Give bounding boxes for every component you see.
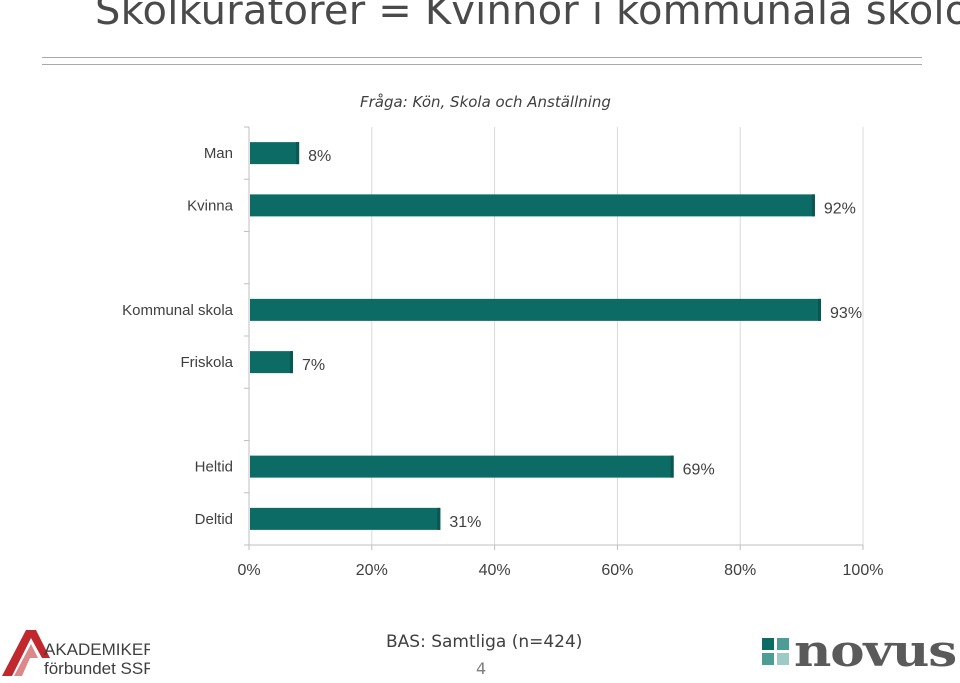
data-label: 7% [302, 357, 325, 374]
category-label: Friskola [180, 354, 233, 371]
data-label: 31% [449, 514, 481, 531]
logo-left-line1: AKADEMIKER [44, 640, 150, 659]
page-title: Skolkuratorer = Kvinnor i kommunala skol… [95, 0, 960, 34]
x-tick-label: 20% [356, 562, 388, 579]
bar [250, 194, 815, 217]
novus-square-2-icon [777, 638, 789, 650]
akademiker-logo-chevron-icon [2, 630, 50, 676]
novus-logo: novus [760, 626, 960, 681]
x-tick-label: 0% [237, 562, 260, 579]
category-label: Kvinna [187, 197, 234, 214]
data-label: 92% [824, 200, 856, 217]
akademiker-logo-mark: AKADEMIKER förbundet SSR [2, 630, 156, 678]
bar-edge [818, 298, 822, 321]
category-label: Man [204, 145, 233, 162]
data-label: 69% [683, 462, 715, 479]
bar [250, 298, 822, 321]
novus-square-1-icon [762, 638, 774, 650]
logo-left-line2: förbundet SSR [44, 659, 150, 678]
akademiker-logo-inner-icon [14, 644, 38, 676]
bar-edge [811, 194, 815, 217]
data-label: 8% [308, 148, 331, 165]
title-divider-top [42, 57, 922, 58]
chart-title: Fråga: Kön, Skola och Anställning [360, 93, 611, 111]
base-note: BAS: Samtliga (n=424) [386, 632, 583, 652]
x-tick-label: 80% [724, 562, 756, 579]
novus-square-4-icon [777, 653, 789, 665]
title-divider-bottom [42, 64, 922, 65]
category-label: Deltid [195, 511, 233, 528]
bar [250, 351, 293, 374]
x-tick-label: 100% [843, 562, 884, 579]
bar-chart: Man 8% Kvinna 92% Kommunal skola 93% Friskola 7… [122, 126, 884, 579]
bar [250, 142, 300, 165]
page-number: 4 [476, 659, 487, 678]
bar-edge [670, 455, 674, 478]
bar [250, 455, 674, 478]
bar-edge [289, 351, 293, 374]
akademikerforbundet-ssr-logo: AKADEMIKER förbundet SSR [0, 624, 156, 683]
novus-wordmark: novus [794, 628, 956, 676]
category-label: Heltid [195, 459, 233, 476]
x-tick-label: 40% [479, 562, 511, 579]
bar-edge [296, 142, 300, 165]
category-label: Kommunal skola [122, 302, 234, 319]
x-tick-label: 60% [601, 562, 633, 579]
data-label: 93% [830, 305, 862, 322]
novus-logo-mark: novus [762, 626, 957, 677]
novus-square-3-icon [762, 653, 774, 665]
bar [250, 507, 441, 530]
bar-edge [437, 507, 441, 530]
